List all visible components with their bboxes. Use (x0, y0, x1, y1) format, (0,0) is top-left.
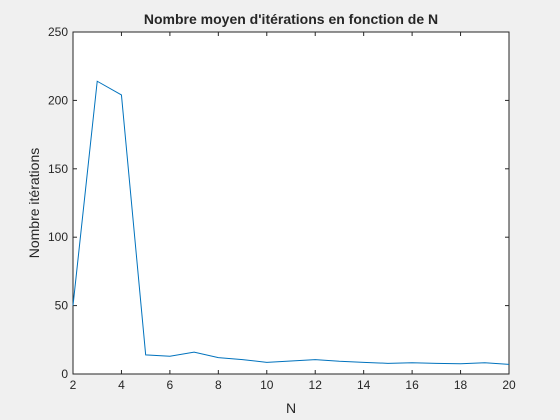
y-tick-label: 150 (48, 162, 68, 176)
x-tick-label: 12 (309, 378, 323, 392)
plot-area (72, 31, 510, 375)
x-axis-label: N (286, 400, 296, 416)
x-tick-label: 2 (70, 378, 77, 392)
data-point (169, 356, 170, 357)
data-point (387, 363, 388, 364)
y-tick-label: 250 (48, 25, 68, 39)
data-point (72, 305, 73, 306)
x-tick-labels: 2 4 6 8 10 12 14 16 18 20 (70, 378, 516, 392)
x-tick-label: 18 (454, 378, 468, 392)
data-point (412, 362, 413, 363)
data-point (508, 364, 509, 365)
data-point (339, 361, 340, 362)
data-point (121, 94, 122, 95)
data-point (363, 362, 364, 363)
data-point (266, 362, 267, 363)
axis-ticks (72, 31, 510, 375)
data-point (194, 352, 195, 353)
data-point (218, 357, 219, 358)
chart-title: Nombre moyen d'itérations en fonction de… (144, 11, 438, 27)
y-tick-label: 100 (48, 230, 68, 244)
y-tick-label: 200 (48, 93, 68, 107)
x-tick-label: 10 (260, 378, 274, 392)
x-tick-label: 14 (357, 378, 371, 392)
y-tick-label: 50 (55, 299, 69, 313)
series-layer (72, 80, 510, 365)
data-point (145, 354, 146, 355)
x-tick-label: 6 (167, 378, 174, 392)
data-point (97, 81, 98, 82)
series-line (72, 80, 510, 365)
data-point (484, 362, 485, 363)
data-point (315, 359, 316, 360)
data-point (436, 363, 437, 364)
x-tick-label: 20 (502, 378, 516, 392)
data-point (290, 360, 291, 361)
x-tick-label: 8 (215, 378, 222, 392)
x-tick-label: 16 (405, 378, 419, 392)
x-tick-label: 4 (118, 378, 125, 392)
y-axis-label: Nombre itérations (26, 148, 42, 259)
data-point (242, 359, 243, 360)
y-tick-label: 0 (61, 367, 68, 381)
y-tick-labels: 0 50 100 150 200 250 (48, 25, 68, 381)
data-point (460, 363, 461, 364)
